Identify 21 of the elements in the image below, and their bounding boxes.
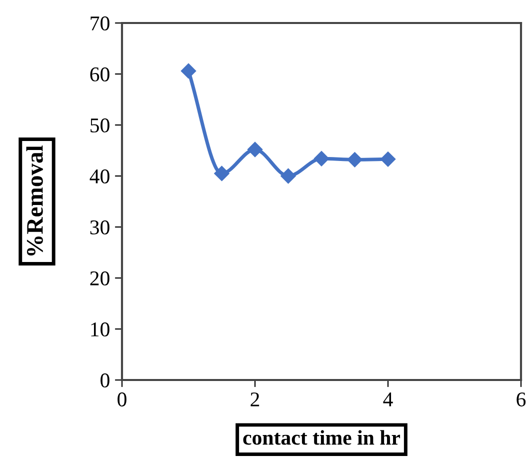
y-tick-label: 60 — [90, 67, 110, 82]
y-tick-label: 70 — [90, 16, 110, 30]
y-tick-label: 40 — [90, 169, 110, 184]
point — [180, 63, 196, 79]
x-tick-label: 6 — [516, 392, 526, 406]
y-tick-label: 10 — [91, 322, 110, 336]
y-axis-title: %Removal — [26, 146, 43, 256]
point — [347, 152, 362, 168]
x-tick-label: 4 — [383, 392, 393, 406]
x-axis-title: contact time in hr — [243, 430, 400, 445]
y-tick-label: 30 — [90, 220, 110, 234]
y-tick-label: 0 — [100, 373, 110, 388]
point — [247, 142, 263, 158]
y-tick-label: 50 — [90, 118, 110, 132]
point — [280, 168, 296, 184]
point — [214, 166, 230, 182]
point — [314, 151, 330, 166]
point — [380, 152, 396, 167]
x-tick-label: 0 — [118, 392, 126, 406]
x-tick-label: 2 — [250, 392, 260, 406]
y-tick-label: 20 — [90, 271, 110, 286]
